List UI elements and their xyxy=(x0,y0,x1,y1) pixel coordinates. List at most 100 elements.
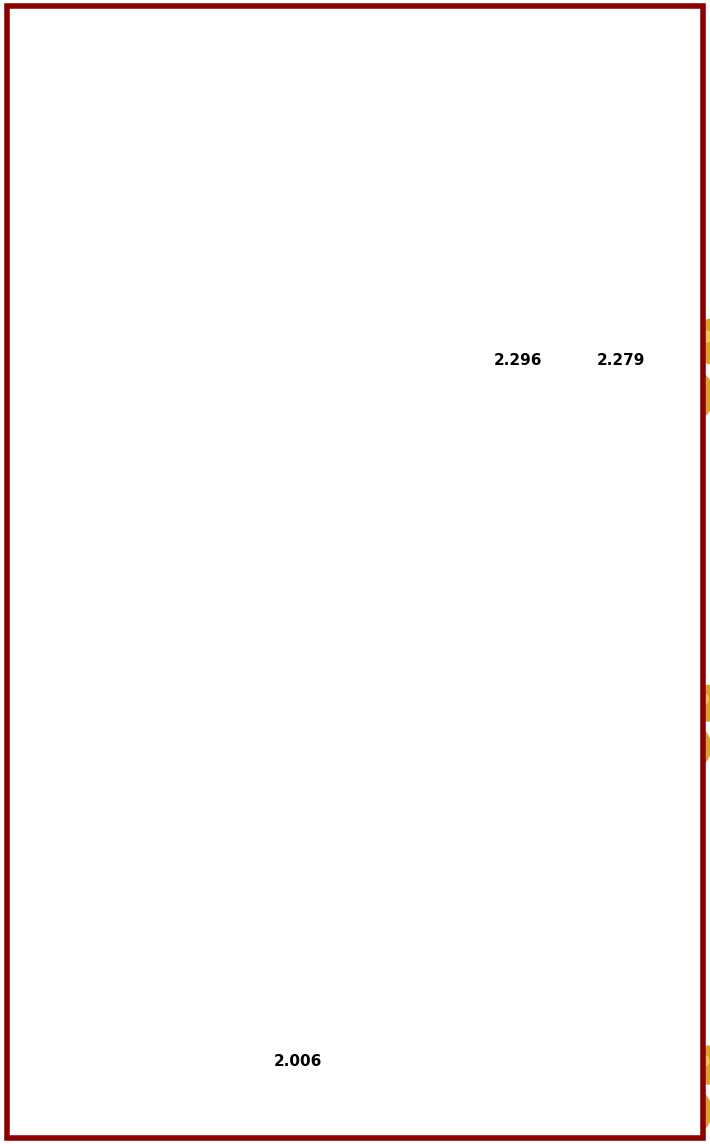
Circle shape xyxy=(16,720,28,740)
Circle shape xyxy=(57,33,62,40)
Circle shape xyxy=(121,471,132,490)
Bar xyxy=(18,149,280,427)
Circle shape xyxy=(67,362,84,387)
Circle shape xyxy=(123,555,133,571)
Circle shape xyxy=(130,66,143,87)
Circle shape xyxy=(225,697,228,701)
Circle shape xyxy=(635,694,641,704)
Circle shape xyxy=(298,694,304,704)
Circle shape xyxy=(188,129,193,136)
Circle shape xyxy=(119,404,123,408)
Circle shape xyxy=(190,835,206,860)
Circle shape xyxy=(68,720,81,740)
Circle shape xyxy=(224,333,228,339)
Circle shape xyxy=(234,486,248,510)
Circle shape xyxy=(15,1058,18,1063)
Circle shape xyxy=(226,720,239,740)
Circle shape xyxy=(366,694,371,704)
Circle shape xyxy=(190,532,193,538)
Circle shape xyxy=(120,1119,123,1123)
Circle shape xyxy=(128,243,139,261)
Circle shape xyxy=(173,362,189,387)
Circle shape xyxy=(535,522,551,547)
Circle shape xyxy=(694,1103,699,1112)
Circle shape xyxy=(101,129,105,136)
Circle shape xyxy=(189,800,193,807)
Circle shape xyxy=(121,720,133,740)
Circle shape xyxy=(194,842,197,848)
Circle shape xyxy=(67,754,70,757)
Circle shape xyxy=(168,326,183,351)
Bar xyxy=(18,900,280,1138)
Circle shape xyxy=(273,525,288,549)
Circle shape xyxy=(636,331,643,342)
Circle shape xyxy=(18,493,22,499)
Circle shape xyxy=(273,793,288,819)
Circle shape xyxy=(67,1058,70,1063)
Circle shape xyxy=(177,1088,180,1093)
Circle shape xyxy=(281,842,285,848)
Circle shape xyxy=(62,842,66,848)
Circle shape xyxy=(155,627,166,645)
Bar xyxy=(295,7,699,422)
Circle shape xyxy=(53,793,70,819)
Circle shape xyxy=(697,1046,710,1085)
Circle shape xyxy=(283,368,285,374)
Circle shape xyxy=(101,33,105,40)
Circle shape xyxy=(102,924,111,939)
Circle shape xyxy=(19,1088,22,1093)
Circle shape xyxy=(496,174,513,200)
Circle shape xyxy=(119,333,123,339)
Circle shape xyxy=(124,1088,127,1093)
Circle shape xyxy=(146,532,149,538)
Circle shape xyxy=(97,876,114,903)
Circle shape xyxy=(11,1112,25,1134)
Circle shape xyxy=(225,1119,228,1123)
Circle shape xyxy=(58,883,62,889)
Circle shape xyxy=(10,793,26,819)
Circle shape xyxy=(427,685,449,721)
Circle shape xyxy=(510,142,525,167)
Circle shape xyxy=(626,1103,632,1112)
Circle shape xyxy=(514,575,534,607)
Circle shape xyxy=(229,793,245,819)
Circle shape xyxy=(233,883,236,889)
Circle shape xyxy=(146,486,161,510)
Circle shape xyxy=(222,747,234,769)
Circle shape xyxy=(484,373,510,418)
Circle shape xyxy=(11,1051,25,1074)
Bar xyxy=(295,778,699,1135)
Circle shape xyxy=(141,447,157,471)
Circle shape xyxy=(283,1093,307,1130)
Circle shape xyxy=(194,81,198,88)
Circle shape xyxy=(123,176,133,191)
Circle shape xyxy=(618,373,645,418)
Circle shape xyxy=(458,971,475,999)
Circle shape xyxy=(492,739,497,747)
Circle shape xyxy=(299,331,305,342)
Circle shape xyxy=(535,876,551,901)
Circle shape xyxy=(147,57,157,73)
Circle shape xyxy=(278,362,294,387)
Circle shape xyxy=(114,72,125,90)
Circle shape xyxy=(115,326,131,351)
Bar xyxy=(18,7,280,145)
Circle shape xyxy=(102,800,105,807)
Circle shape xyxy=(14,532,18,538)
Circle shape xyxy=(102,883,105,889)
Circle shape xyxy=(96,121,115,152)
Text: 2.279: 2.279 xyxy=(597,352,645,368)
Circle shape xyxy=(418,522,435,549)
Circle shape xyxy=(238,493,241,499)
Circle shape xyxy=(273,1051,288,1074)
Circle shape xyxy=(53,876,70,903)
Circle shape xyxy=(278,697,280,701)
Circle shape xyxy=(278,486,293,510)
Circle shape xyxy=(277,333,280,339)
Circle shape xyxy=(178,368,180,374)
Bar xyxy=(18,432,280,545)
Circle shape xyxy=(102,835,118,860)
Circle shape xyxy=(10,525,26,549)
Circle shape xyxy=(278,720,291,740)
Circle shape xyxy=(102,188,111,202)
